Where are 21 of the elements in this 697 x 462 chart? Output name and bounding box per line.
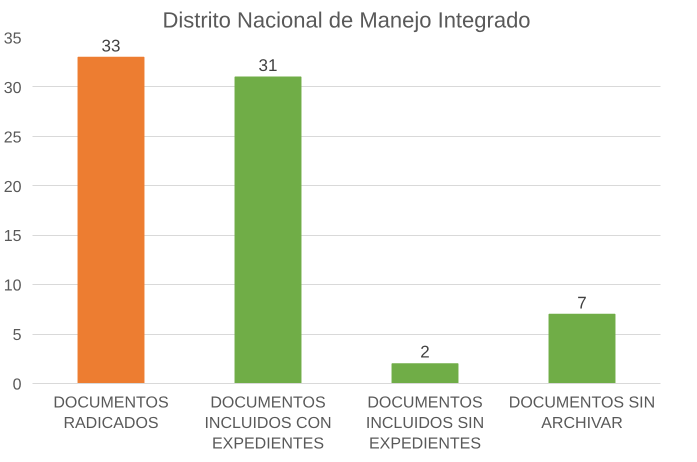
bar [392, 363, 458, 384]
data-label: 31 [258, 56, 278, 76]
y-tick-label: 10 [4, 278, 22, 295]
bar [78, 56, 144, 384]
bar [234, 76, 302, 384]
y-tick-label: 30 [4, 80, 22, 97]
x-tick-label: DOCUMENTOS INCLUIDOS SIN EXPEDIENTES [366, 394, 484, 452]
y-tick-label: 20 [4, 178, 22, 196]
data-label: 33 [102, 36, 120, 56]
x-tick-label: DOCUMENTOS RADICADOS [53, 394, 169, 432]
y-tick-label: 25 [4, 129, 22, 146]
y-tick-label: 5 [12, 327, 22, 344]
x-tick-label: DOCUMENTOS INCLUIDOS CON EXPEDIENTES [204, 394, 332, 452]
chart-title: Distrito Nacional de Manejo Integrado [162, 8, 531, 32]
bar [548, 314, 616, 384]
y-tick-label: 15 [4, 228, 22, 246]
data-label: 2 [420, 342, 430, 362]
y-tick-label: 0 [12, 376, 22, 394]
data-label: 7 [577, 293, 587, 312]
x-tick-label: DOCUMENTOS SIN ARCHIVAR [508, 394, 656, 432]
y-tick-label: 35 [4, 30, 22, 48]
